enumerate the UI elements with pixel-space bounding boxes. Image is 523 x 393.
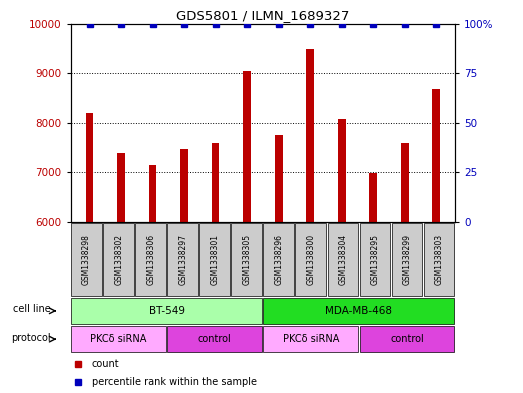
Bar (275, 135, 282, 222)
Bar (359, 326, 454, 352)
Text: GSM1338305: GSM1338305 (242, 234, 251, 285)
Bar (295, 223, 326, 296)
Text: percentile rank within the sample: percentile rank within the sample (92, 377, 257, 387)
Bar (306, 50, 314, 222)
Text: GSM1338295: GSM1338295 (370, 234, 379, 285)
Text: GSM1338300: GSM1338300 (306, 234, 315, 285)
Bar (180, 149, 188, 222)
Bar (424, 223, 454, 296)
Bar (231, 223, 262, 296)
Bar (86, 113, 94, 222)
Bar (135, 223, 166, 296)
Text: GSM1338296: GSM1338296 (275, 234, 283, 285)
Bar (432, 89, 440, 222)
Bar (338, 119, 346, 222)
Bar (71, 326, 166, 352)
Text: GSM1338298: GSM1338298 (82, 234, 91, 285)
Bar (71, 298, 262, 324)
Text: PKCδ siRNA: PKCδ siRNA (90, 334, 147, 344)
Bar (359, 223, 390, 296)
Bar (212, 143, 220, 222)
Text: BT-549: BT-549 (149, 306, 185, 316)
Bar (103, 223, 134, 296)
Bar (117, 152, 125, 222)
Bar (264, 223, 294, 296)
Bar (167, 223, 198, 296)
Bar (199, 223, 230, 296)
Text: PKCδ siRNA: PKCδ siRNA (282, 334, 339, 344)
Text: GSM1338299: GSM1338299 (403, 234, 412, 285)
Bar (401, 143, 408, 222)
Bar (264, 326, 358, 352)
Text: GSM1338306: GSM1338306 (146, 234, 155, 285)
Bar (71, 223, 102, 296)
Text: GSM1338303: GSM1338303 (435, 234, 444, 285)
Bar (243, 71, 251, 222)
Bar (369, 173, 377, 222)
Text: GSM1338304: GSM1338304 (338, 234, 347, 285)
Text: GSM1338301: GSM1338301 (210, 234, 219, 285)
Bar (327, 223, 358, 296)
Text: cell line: cell line (13, 305, 51, 314)
Text: protocol: protocol (11, 333, 51, 343)
Text: GSM1338297: GSM1338297 (178, 234, 187, 285)
Text: GSM1338302: GSM1338302 (114, 234, 123, 285)
Text: count: count (92, 359, 119, 369)
Bar (264, 298, 454, 324)
Text: control: control (198, 334, 232, 344)
Text: control: control (390, 334, 424, 344)
Text: MDA-MB-468: MDA-MB-468 (325, 306, 392, 316)
Title: GDS5801 / ILMN_1689327: GDS5801 / ILMN_1689327 (176, 9, 349, 22)
Bar (167, 326, 262, 352)
Bar (392, 223, 423, 296)
Bar (149, 165, 156, 222)
